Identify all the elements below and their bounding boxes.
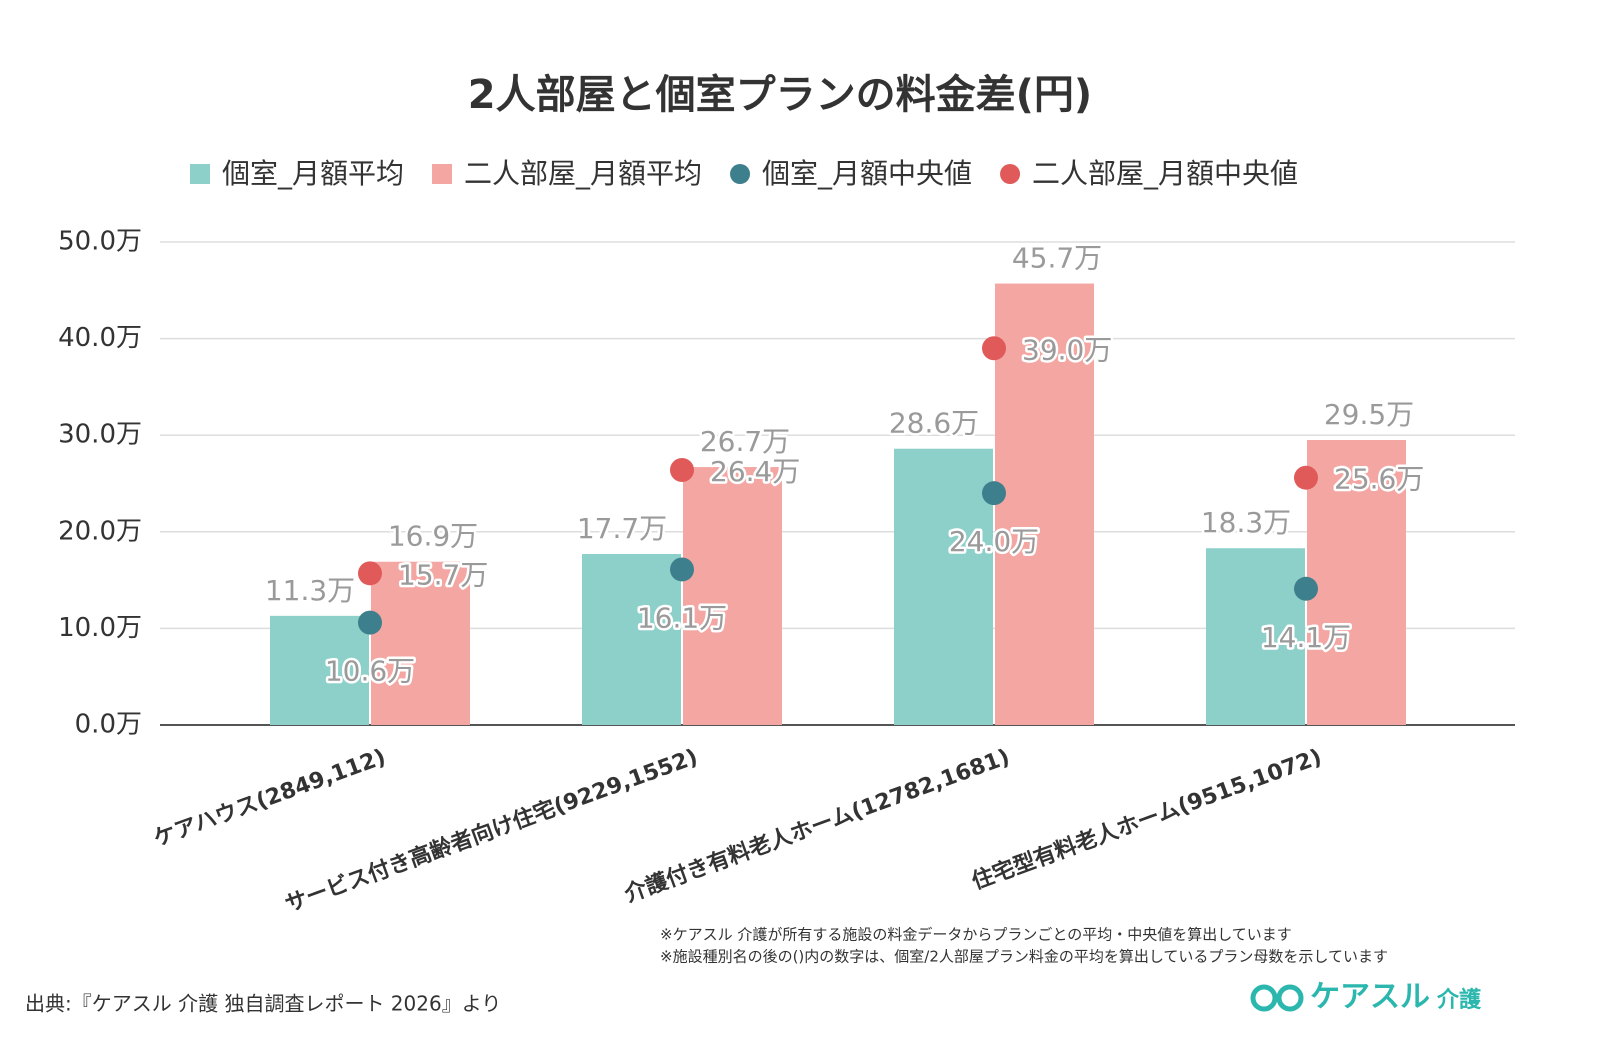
bar (582, 554, 681, 725)
bar (371, 561, 470, 725)
legend-label: 二人部屋_月額平均 (464, 157, 702, 190)
dot (358, 610, 382, 635)
data-label: 24.0万 (949, 525, 1039, 558)
data-label: 25.6万 (1334, 463, 1424, 496)
data-label: 26.4万 (710, 455, 800, 488)
y-tick-label: 20.0万 (58, 516, 142, 546)
data-label: 39.0万 (1022, 333, 1112, 366)
legend-swatch (1000, 164, 1021, 184)
x-tick-label: 住宅型有料老人ホーム(9515,1072) (968, 744, 1325, 895)
data-label: 45.7万 (1012, 242, 1102, 275)
logo-brand: ケアスル (1310, 980, 1430, 1015)
dot (358, 561, 382, 586)
dot (670, 457, 694, 482)
y-tick-label: 50.0万 (58, 227, 142, 257)
bar (683, 467, 782, 725)
logo-sub: 介護 (1436, 987, 1482, 1013)
source: 出典:『ケアスル 介護 独自調査レポート 2026』より (25, 992, 501, 1016)
bar (1206, 548, 1305, 725)
note: ※ケアスル 介護が所有する施設の料金データからプランごとの平均・中央値を算出して… (660, 926, 1292, 944)
dot (670, 557, 694, 582)
y-tick-label: 40.0万 (58, 323, 142, 353)
bar (1307, 440, 1406, 725)
data-label: 29.5万 (1324, 398, 1414, 431)
dot (1294, 465, 1318, 490)
data-label: 16.9万 (388, 520, 478, 553)
legend-swatch (432, 164, 453, 184)
data-label: 14.1万 (1261, 621, 1351, 654)
legend-label: 個室_月額中央値 (762, 157, 972, 190)
legend-swatch (190, 164, 210, 184)
dot (982, 481, 1006, 506)
bar (995, 283, 1094, 725)
data-label: 17.7万 (577, 512, 667, 545)
y-tick-label: 10.0万 (58, 613, 142, 643)
chart-title: 2人部屋と個室プランの料金差(円) (468, 72, 1092, 118)
bar (894, 448, 993, 725)
data-label: 15.7万 (398, 558, 488, 591)
data-label: 26.7万 (700, 425, 790, 458)
legend-swatch (730, 164, 751, 184)
bar (270, 615, 369, 725)
legend-label: 二人部屋_月額中央値 (1032, 157, 1298, 190)
data-label: 10.6万 (325, 655, 415, 688)
note: ※施設種別名の後の()内の数字は、個室/2人部屋プラン料金の平均を算出しているプ… (660, 948, 1388, 966)
logo-icon (1250, 984, 1304, 1012)
data-label: 28.6万 (889, 407, 979, 440)
dot (1294, 576, 1318, 601)
y-tick-label: 30.0万 (58, 420, 142, 450)
data-label: 16.1万 (637, 601, 727, 634)
legend-label: 個室_月額平均 (222, 157, 404, 190)
data-label: 11.3万 (265, 574, 355, 607)
data-label: 18.3万 (1201, 506, 1291, 539)
dot (982, 336, 1006, 361)
x-tick-label: ケアハウス(2849,112) (151, 745, 390, 852)
y-tick-label: 0.0万 (75, 710, 142, 740)
